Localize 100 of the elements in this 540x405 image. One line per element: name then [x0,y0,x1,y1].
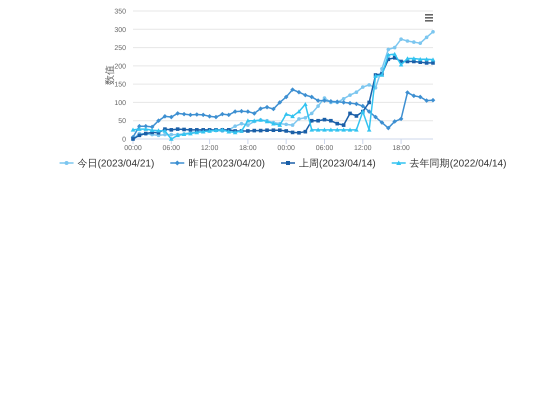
point [316,118,320,123]
point [418,94,423,100]
point [399,37,403,41]
point [176,127,180,131]
point [392,119,397,124]
point [284,94,288,100]
point [297,130,301,135]
legend-label: 上周(2023/04/14) [299,158,376,170]
point [431,30,435,34]
point [162,114,168,119]
point [430,98,436,103]
point [398,62,404,67]
point [169,114,174,120]
point [335,122,340,126]
point [252,111,257,116]
point [373,114,378,120]
point [354,114,358,118]
point [207,114,212,119]
point [424,61,428,65]
point [386,48,390,52]
point [392,46,396,50]
point [284,112,288,116]
point [386,126,391,130]
point [412,94,416,98]
point [169,136,174,141]
point [304,116,308,120]
point [406,39,410,43]
point [284,129,288,133]
point [360,104,366,108]
point [354,128,359,132]
point [182,112,186,116]
point [170,128,174,132]
point [309,128,314,132]
y-axis-title: 数值 [105,65,116,85]
point [265,128,269,132]
point [412,56,416,60]
point [170,132,174,136]
point [272,128,276,132]
point [316,104,320,108]
point [418,41,422,45]
point [175,111,180,116]
point [252,128,256,132]
point [322,98,327,103]
point [303,92,308,98]
point [309,94,314,100]
point [143,126,148,131]
point [430,57,436,62]
point [156,118,161,124]
point [367,83,371,87]
point [246,123,250,127]
point [316,98,320,103]
point [264,104,270,110]
legend-label: 昨日(2023/04/20) [188,158,265,170]
point [246,129,250,133]
point [310,112,314,116]
point [290,87,295,92]
point [342,123,346,127]
point [328,128,334,132]
point [296,90,302,94]
point [163,132,167,136]
point [258,106,263,111]
point [412,40,416,44]
point [334,128,340,132]
point [329,118,333,123]
point [188,128,192,132]
point [316,128,320,132]
point [182,128,186,132]
point [290,123,294,127]
point [424,98,429,103]
point [156,128,161,132]
point [431,61,435,65]
point [290,114,295,118]
point [405,56,410,60]
point [322,118,326,122]
point [366,109,372,114]
point [424,56,429,62]
point [354,102,359,106]
point [278,128,282,132]
point [341,128,346,132]
point [278,100,282,105]
point [360,85,365,89]
point [380,120,384,125]
point [220,112,225,116]
point [367,100,371,104]
point [246,118,250,123]
point [342,96,346,101]
point [137,126,142,131]
point [348,93,352,97]
point [398,116,404,122]
point [348,112,352,116]
point [214,114,218,120]
point [418,56,423,62]
point [290,130,294,134]
point [240,122,244,126]
point [284,122,288,126]
point [348,100,352,106]
point [341,100,346,105]
point [150,124,154,130]
point [150,128,154,132]
point [233,124,237,128]
